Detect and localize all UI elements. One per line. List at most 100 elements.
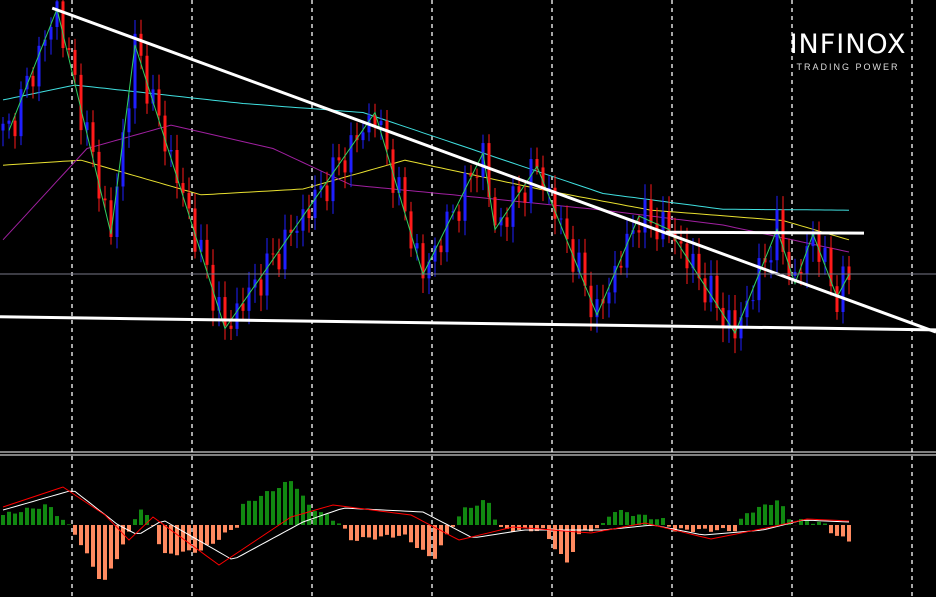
histogram-bar <box>691 525 695 532</box>
candle-body <box>487 143 491 198</box>
histogram-bar <box>847 525 851 542</box>
candle-body <box>463 172 467 221</box>
candle-body <box>493 197 497 226</box>
histogram-bar <box>271 491 275 525</box>
histogram-bar <box>649 519 653 525</box>
histogram-bar <box>661 518 665 525</box>
histogram-bar <box>229 525 233 530</box>
histogram-bar <box>343 525 347 529</box>
candle-body <box>139 33 143 56</box>
histogram-bar <box>769 504 773 525</box>
candle-body <box>433 245 437 262</box>
candle-body <box>421 243 425 279</box>
candle-body <box>559 218 563 220</box>
candle-body <box>811 233 815 247</box>
candle-body <box>25 75 29 90</box>
histogram-bar <box>223 525 227 533</box>
histogram-bar <box>733 525 737 532</box>
candle-body <box>373 115 377 126</box>
candle-body <box>733 310 737 339</box>
candle-body <box>37 45 41 87</box>
candle-body <box>535 159 539 168</box>
candle-body <box>349 135 353 173</box>
candle-body <box>307 209 311 219</box>
histogram-bar <box>571 525 575 552</box>
histogram-bar <box>655 519 659 525</box>
histogram-bar <box>601 523 605 525</box>
candle-body <box>523 192 527 203</box>
histogram-bar <box>757 506 761 525</box>
histogram-bar <box>355 525 359 541</box>
histogram-bar <box>13 513 17 525</box>
candle-body <box>43 39 47 46</box>
candle-body <box>439 245 443 253</box>
candle-body <box>775 209 779 261</box>
histogram-bar <box>205 525 209 546</box>
candle-body <box>697 253 701 279</box>
histogram-bar <box>169 525 173 554</box>
candle-body <box>277 253 281 270</box>
histogram-bar <box>535 525 539 532</box>
candle-body <box>97 151 101 199</box>
histogram-bar <box>31 508 35 525</box>
histogram-bar <box>391 525 395 538</box>
candle-body <box>337 157 341 161</box>
candle-body <box>115 186 119 238</box>
candle-body <box>817 233 821 262</box>
histogram-bar <box>643 514 647 525</box>
candle-body <box>301 209 305 231</box>
histogram-bar <box>469 507 473 525</box>
candle-body <box>553 187 557 219</box>
histogram-bar <box>817 521 821 525</box>
histogram-bar <box>103 525 107 580</box>
histogram-bar <box>367 525 371 538</box>
candle-body <box>841 266 845 312</box>
candle-body <box>625 233 629 268</box>
candle-body <box>679 241 683 244</box>
histogram-bar <box>589 525 593 532</box>
candle-body <box>721 307 725 328</box>
candle-body <box>619 265 623 268</box>
histogram-bar <box>523 525 527 529</box>
candle-body <box>745 300 749 318</box>
candle-body <box>253 279 257 288</box>
candle-body <box>259 279 263 296</box>
histogram-bar <box>751 512 755 525</box>
histogram-bar <box>331 520 335 525</box>
histogram-bar <box>163 525 167 554</box>
candle-body <box>577 252 581 272</box>
trendline <box>665 230 865 235</box>
histogram-bar <box>133 519 137 525</box>
candle-body <box>193 208 197 252</box>
candle-body <box>643 199 647 233</box>
moving-average-line <box>2 124 850 253</box>
candle-body <box>157 89 161 116</box>
histogram-bar <box>619 509 623 525</box>
candle-body <box>163 115 167 152</box>
candle-body <box>217 297 221 311</box>
candle-body <box>283 229 287 270</box>
histogram-bar <box>253 500 257 525</box>
histogram-bar <box>397 525 401 536</box>
candle-body <box>823 247 827 262</box>
candle-body <box>79 74 83 131</box>
candle-body <box>235 303 239 329</box>
histogram-bar <box>241 503 245 525</box>
histogram-bar <box>73 525 77 535</box>
histogram-bar <box>721 525 725 529</box>
histogram-bar <box>415 525 419 548</box>
candle-body <box>1 123 5 131</box>
histogram-bar <box>91 525 95 567</box>
macd-line <box>2 490 850 560</box>
candle-body <box>529 159 533 203</box>
histogram-bar <box>61 519 65 525</box>
histogram-bar <box>151 525 155 526</box>
candle-body <box>7 120 11 124</box>
candle-body <box>379 120 383 126</box>
candle-body <box>703 278 707 303</box>
histogram-bar <box>763 504 767 525</box>
histogram-bar <box>595 525 599 529</box>
histogram-bar <box>127 525 131 532</box>
histogram-bar <box>67 524 71 525</box>
